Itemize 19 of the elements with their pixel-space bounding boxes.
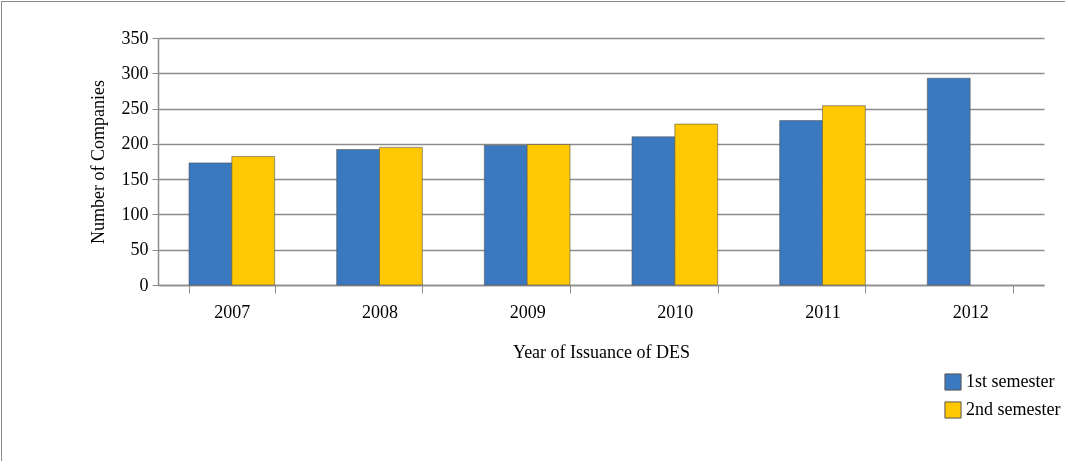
y-tick-label: 350 <box>121 27 149 48</box>
y-tick-label: 200 <box>121 133 149 154</box>
y-tick-label: 0 <box>139 274 149 295</box>
x-tick-label: 2011 <box>805 301 841 322</box>
y-axis-title: Number of Companies <box>87 80 108 244</box>
bar <box>927 77 971 286</box>
legend-label: 1st semester <box>966 371 1055 391</box>
y-tick-label: 250 <box>121 98 149 119</box>
y-tick-label: 50 <box>130 239 149 260</box>
x-tick-label: 2009 <box>509 301 546 322</box>
y-tick-label: 300 <box>121 62 149 83</box>
y-tick-label: 100 <box>121 203 149 224</box>
x-tick-label: 2010 <box>657 301 694 322</box>
x-tick-label: 2008 <box>362 301 398 322</box>
x-tick-label: 2007 <box>214 301 251 322</box>
x-axis-title: Year of Issuance of DES <box>512 341 691 362</box>
legend-label: 2nd semester <box>966 399 1061 419</box>
x-tick-label: 2012 <box>952 301 989 322</box>
y-tick-label: 150 <box>121 168 149 189</box>
